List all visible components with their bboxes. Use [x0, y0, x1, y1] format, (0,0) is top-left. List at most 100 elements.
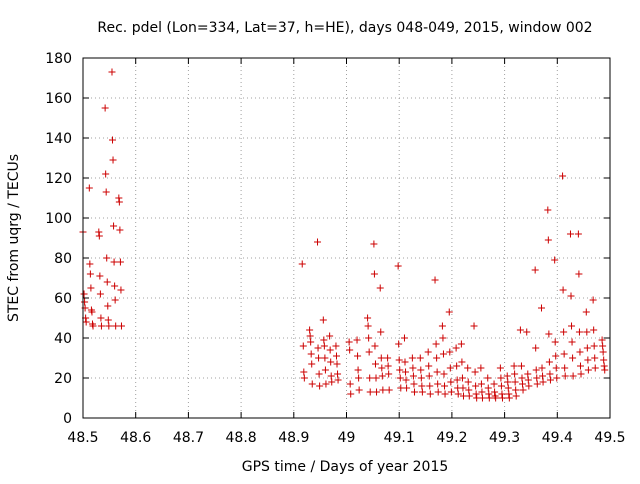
x-tick-label: 49.1 — [384, 430, 415, 446]
data-point — [402, 376, 410, 384]
data-point — [559, 286, 567, 294]
plot-frame — [82, 57, 611, 419]
data-point — [505, 390, 513, 398]
data-point — [497, 374, 505, 382]
data-point — [516, 326, 524, 334]
data-point — [81, 298, 89, 306]
data-point — [532, 344, 540, 352]
data-point — [552, 352, 560, 360]
data-point — [464, 364, 472, 372]
data-point — [86, 270, 94, 278]
data-point — [553, 374, 561, 382]
data-point — [372, 374, 380, 382]
data-point — [464, 378, 472, 386]
data-point — [439, 350, 447, 358]
chart-title: Rec. pdel (Lon=334, Lat=37, h=HE), days … — [97, 20, 592, 36]
data-point — [364, 314, 372, 322]
data-point — [446, 348, 454, 356]
data-point — [320, 342, 328, 350]
data-point — [373, 388, 381, 396]
data-point — [591, 354, 599, 362]
data-point — [425, 362, 433, 370]
x-tick-label: 49.4 — [542, 430, 573, 446]
data-point — [446, 364, 454, 372]
data-point — [552, 364, 560, 372]
data-point — [103, 254, 111, 262]
data-point — [523, 328, 531, 336]
data-point — [378, 364, 386, 372]
data-point — [395, 356, 403, 364]
data-point — [117, 286, 125, 294]
data-point — [371, 360, 379, 368]
data-point — [87, 284, 95, 292]
data-point — [441, 382, 449, 390]
data-point — [568, 338, 576, 346]
data-point — [517, 362, 525, 370]
data-point — [599, 348, 607, 356]
data-point — [307, 350, 315, 358]
data-point — [308, 380, 316, 388]
data-point — [315, 370, 323, 378]
data-point — [591, 364, 599, 372]
data-point — [431, 276, 439, 284]
data-point — [453, 362, 461, 370]
data-point — [345, 338, 353, 346]
data-point — [484, 374, 492, 382]
data-point — [546, 376, 554, 384]
data-point — [102, 170, 110, 178]
data-point — [299, 342, 307, 350]
data-point — [533, 380, 541, 388]
data-point — [457, 340, 465, 348]
data-point — [600, 356, 608, 364]
data-point — [327, 372, 335, 380]
data-point — [561, 364, 569, 372]
data-point — [567, 292, 575, 300]
data-point — [511, 378, 519, 386]
data-point — [354, 352, 362, 360]
data-point — [584, 356, 592, 364]
data-point — [96, 290, 104, 298]
data-point — [566, 230, 574, 238]
data-point — [384, 354, 392, 362]
data-point — [465, 386, 473, 394]
data-point — [537, 304, 545, 312]
y-tick-label: 120 — [45, 171, 72, 187]
data-point — [364, 322, 372, 330]
data-point — [354, 366, 362, 374]
data-point — [498, 390, 506, 398]
data-point — [600, 362, 608, 370]
y-tick-label: 100 — [45, 211, 72, 227]
data-point — [426, 382, 434, 390]
data-point — [366, 374, 374, 382]
data-point — [377, 354, 385, 362]
data-point — [533, 374, 541, 382]
x-tick-label: 48.5 — [67, 430, 98, 446]
data-point — [518, 374, 526, 382]
data-point — [458, 358, 466, 366]
data-point — [104, 302, 112, 310]
data-point — [503, 372, 511, 380]
data-point — [97, 314, 105, 322]
data-point — [300, 374, 308, 382]
y-tick-label: 20 — [54, 371, 72, 387]
data-point — [544, 236, 552, 244]
data-point — [434, 380, 442, 388]
x-tick-label: 49 — [338, 430, 356, 446]
data-point — [559, 172, 567, 180]
data-point — [598, 336, 606, 344]
data-point — [402, 368, 410, 376]
data-point — [498, 394, 506, 402]
data-point — [417, 366, 425, 374]
data-point — [95, 232, 103, 240]
data-point — [378, 372, 386, 380]
data-point — [440, 370, 448, 378]
data-point — [115, 194, 123, 202]
data-point — [545, 330, 553, 338]
data-point — [322, 380, 330, 388]
y-tick-label: 180 — [45, 51, 72, 67]
data-point — [346, 380, 354, 388]
data-point — [332, 342, 340, 350]
data-point — [484, 384, 492, 392]
data-point — [470, 322, 478, 330]
